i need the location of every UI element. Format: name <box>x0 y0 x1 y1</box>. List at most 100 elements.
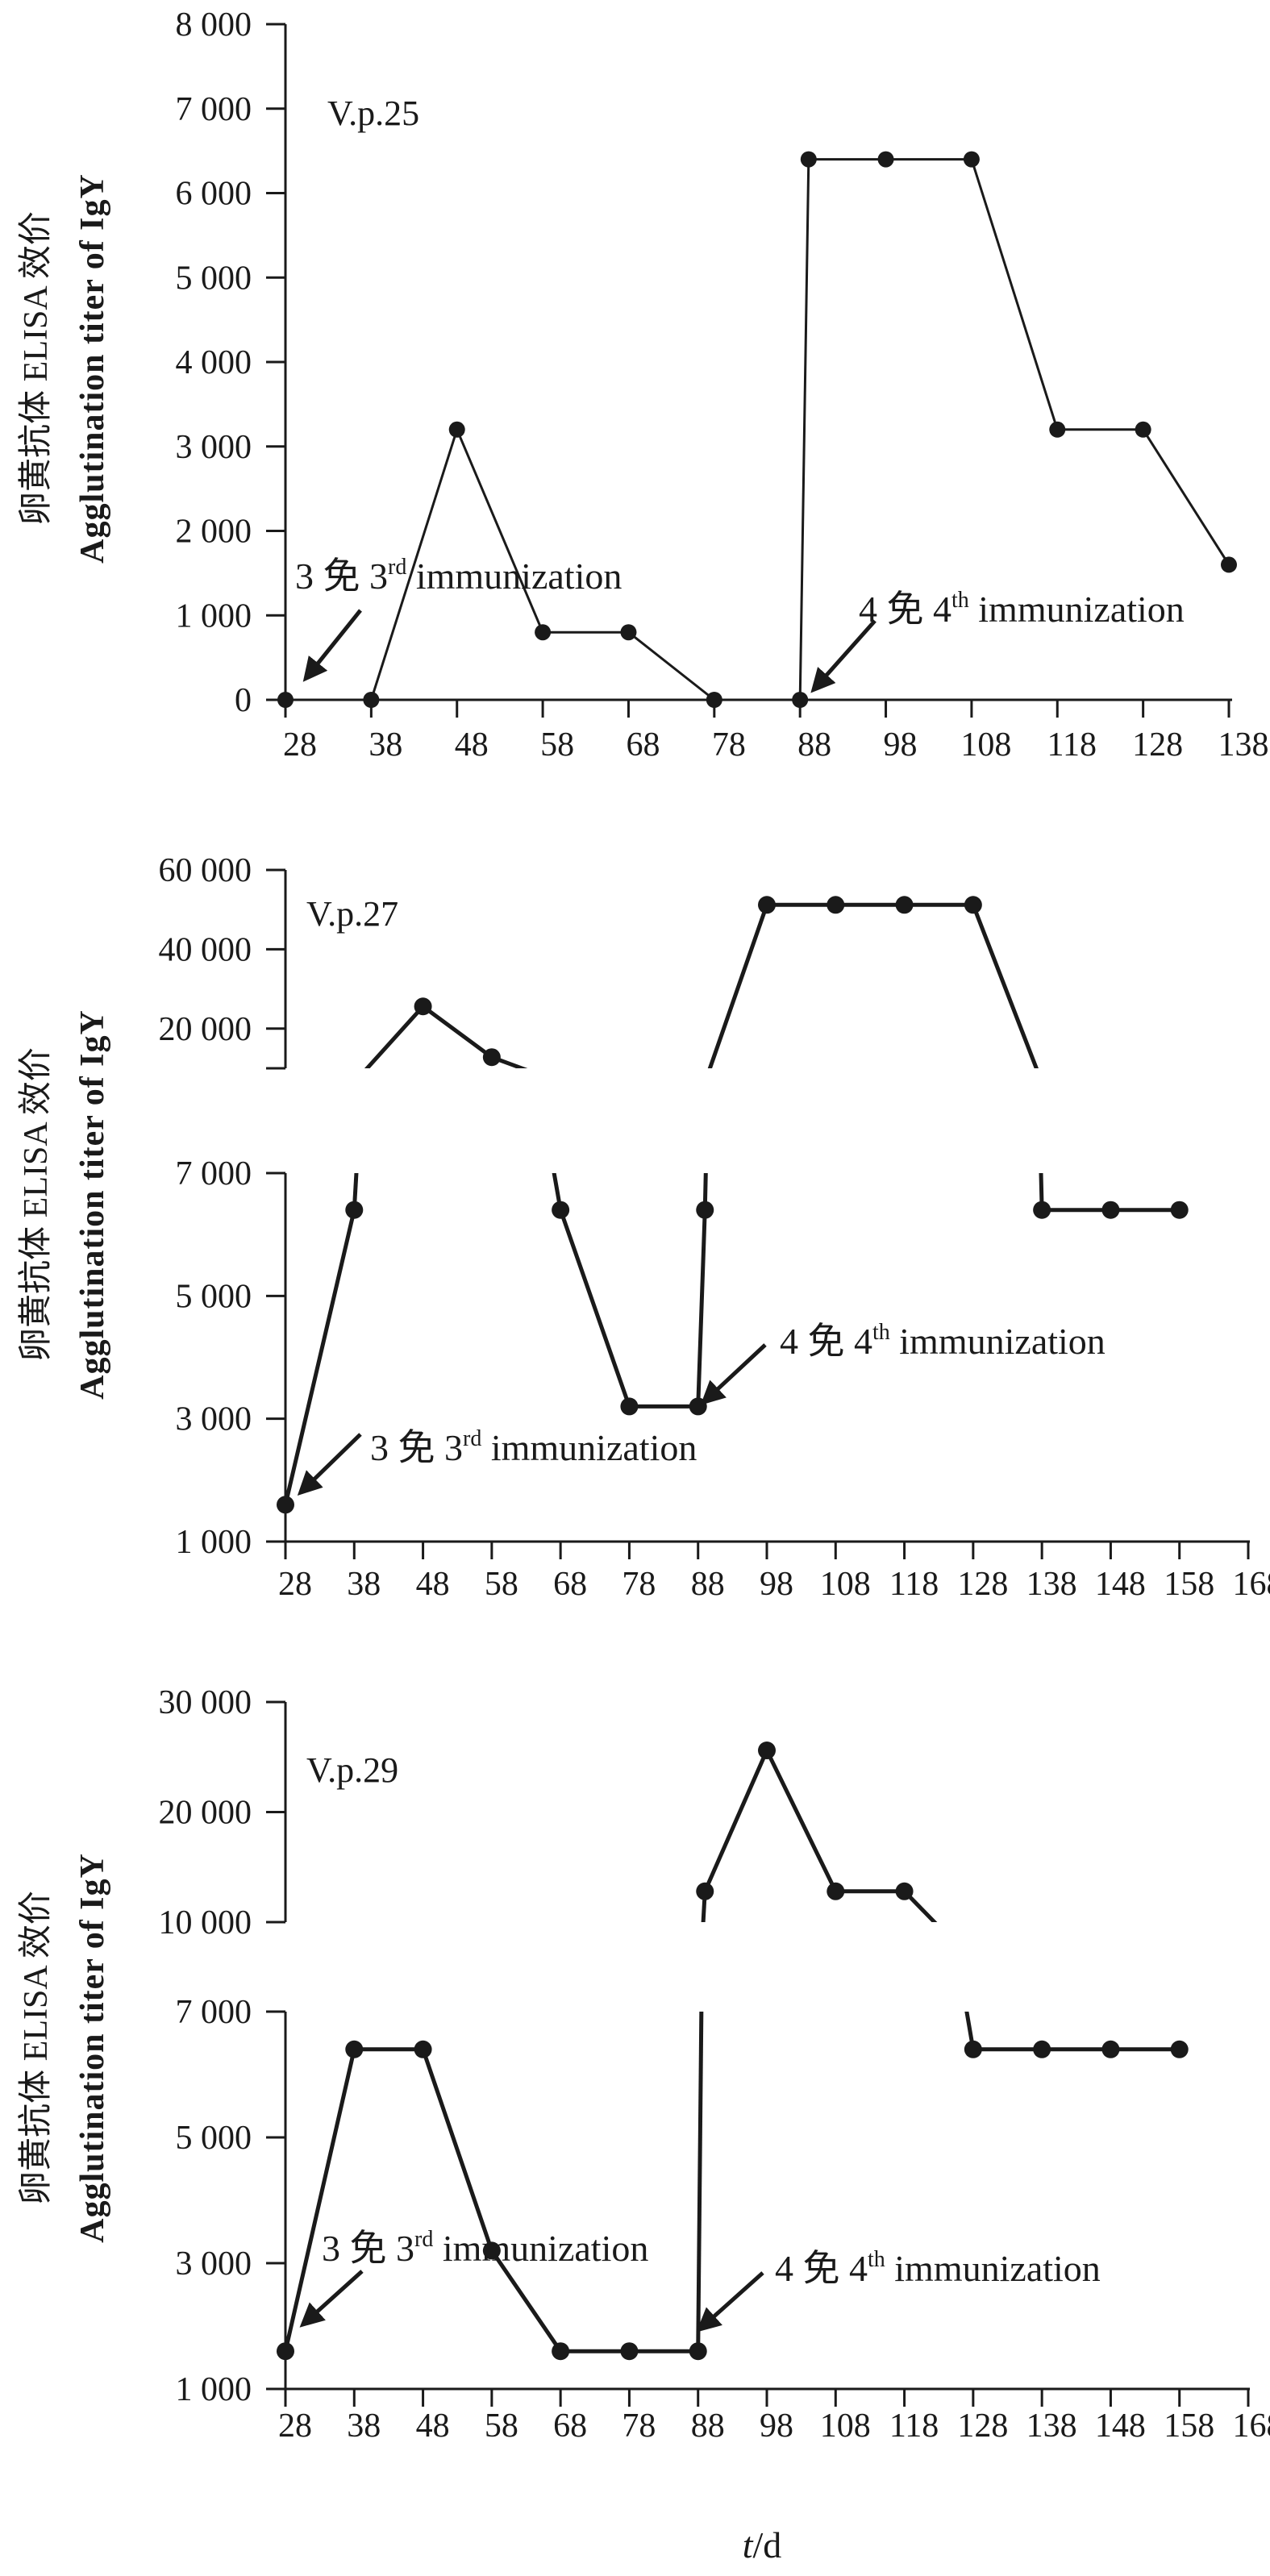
data-point <box>827 896 845 914</box>
data-point <box>482 1048 501 1067</box>
y-tick-label: 5 000 <box>176 1278 252 1315</box>
arrow-icon <box>297 1433 362 1496</box>
data-point <box>1135 421 1151 438</box>
y-axis-title-cn: 卵黄抗体 ELISA 效价 <box>17 211 55 526</box>
panel-label: V.p.25 <box>327 94 419 133</box>
y-tick-label: 7 000 <box>176 1155 252 1192</box>
y-tick-label: 3 000 <box>176 429 252 466</box>
data-point <box>1033 1201 1051 1219</box>
immunization-annotation: 3 免 3rd immunization <box>295 555 622 597</box>
data-point <box>1101 1201 1120 1219</box>
x-tick-label: 118 <box>889 2407 939 2445</box>
y-tick-label: 6 000 <box>176 176 252 213</box>
annotation-number: 3 免 3 <box>370 1427 463 1468</box>
series-line-segment <box>552 1173 563 1211</box>
data-point <box>963 151 980 168</box>
series-line-segment <box>707 904 769 1068</box>
x-tick-label: 58 <box>485 2407 518 2445</box>
panel-label: V.p.27 <box>306 894 398 934</box>
y-tick-label: 1 000 <box>176 2371 252 2408</box>
series-line-segment <box>364 1005 425 1068</box>
immunization-annotation: 3 免 3rd immunization <box>370 1426 697 1468</box>
y-tick-label: 8 000 <box>176 6 252 44</box>
data-point <box>414 2040 432 2058</box>
x-tick-label: 158 <box>1164 2407 1214 2445</box>
x-tick-label: 88 <box>797 726 831 764</box>
x-tick-label: 78 <box>622 2407 656 2445</box>
x-tick-label: 118 <box>1047 726 1097 764</box>
series-line-segment <box>421 2048 494 2252</box>
data-point <box>552 2342 570 2361</box>
series-line-segment <box>696 1209 707 1407</box>
y-tick-label: 30 000 <box>159 1684 252 1721</box>
data-point <box>277 692 294 708</box>
data-point <box>696 1882 714 1900</box>
data-point <box>800 151 817 168</box>
y-tick-label: 7 000 <box>176 91 252 128</box>
data-point <box>1170 2040 1189 2058</box>
series-line-segment <box>764 1749 838 1892</box>
data-point <box>552 1201 570 1219</box>
y-tick-label: 60 000 <box>159 852 252 889</box>
annotation-superscript: rd <box>388 555 406 580</box>
y-axis-title-en: Agglutination titer of IgY <box>74 173 111 564</box>
series-line-segment <box>696 2012 704 2352</box>
data-point <box>792 692 809 708</box>
data-point <box>964 896 982 914</box>
data-point <box>620 2342 639 2361</box>
series-line-segment <box>422 1005 493 1059</box>
x-tick-label: 108 <box>820 1566 871 1603</box>
annotation-superscript: rd <box>414 2227 433 2252</box>
y-tick-label: 5 000 <box>176 2120 252 2157</box>
series-line-segment <box>352 1173 359 1210</box>
series-line-segment <box>489 2249 563 2353</box>
x-tick-label: 148 <box>1095 1566 1146 1603</box>
x-tick-label: 38 <box>369 726 402 764</box>
data-point <box>696 1201 714 1219</box>
series-line-segment <box>283 2049 356 2352</box>
series-line-segment <box>902 1890 938 1922</box>
immunization-annotation: 4 免 4th immunization <box>859 588 1185 630</box>
chart-panel-vp27: 60 000 40 000 20 000 7 000 5 000 3 000 1 000 28… <box>17 852 1270 1603</box>
x-tick-label: 48 <box>416 1566 450 1603</box>
arrow-icon <box>810 619 877 693</box>
x-tick-label: 68 <box>553 1566 587 1603</box>
data-point <box>620 1397 639 1416</box>
y-tick-label: 40 000 <box>159 931 252 968</box>
y-tick-label: 3 000 <box>176 2245 252 2283</box>
x-tick-label: 128 <box>957 1566 1008 1603</box>
panel-label: V.p.29 <box>306 1750 398 1790</box>
data-point <box>895 1882 914 1900</box>
series-line-segment <box>701 1891 707 1922</box>
series-line-segment <box>558 1209 631 1408</box>
arrow-icon <box>299 2270 364 2328</box>
data-point <box>277 1496 294 1514</box>
data-point <box>895 896 914 914</box>
x-tick-label: 88 <box>691 2407 725 2445</box>
x-tick-label: 48 <box>416 2407 450 2445</box>
data-point <box>414 997 432 1016</box>
data-point <box>1221 556 1237 573</box>
arrow-icon <box>302 609 362 682</box>
data-point <box>363 692 380 708</box>
x-tick-label: 108 <box>960 726 1011 764</box>
x-tick-label: 98 <box>884 726 918 764</box>
x-tick-label: 158 <box>1164 1566 1214 1603</box>
data-point <box>1101 2040 1120 2058</box>
immunization-annotation: 4 免 4th immunization <box>780 1320 1106 1362</box>
x-tick-label: 28 <box>283 726 317 764</box>
annotation-number: 4 免 4 <box>859 589 951 630</box>
series-line-segment <box>369 429 459 701</box>
data-point <box>535 624 552 641</box>
x-tick-label: 118 <box>889 1566 939 1603</box>
x-tick-label: 138 <box>1026 2407 1077 2445</box>
y-tick-label: 1 000 <box>176 1524 252 1561</box>
annotation-text: immunization <box>481 1427 697 1468</box>
annotation-number: 4 免 4 <box>780 1321 872 1362</box>
series-line-segment <box>970 159 1059 431</box>
x-tick-label: 78 <box>712 726 746 764</box>
annotation-text: immunization <box>885 2248 1101 2289</box>
y-tick-label: 3 000 <box>176 1401 252 1438</box>
data-point <box>482 2241 501 2260</box>
